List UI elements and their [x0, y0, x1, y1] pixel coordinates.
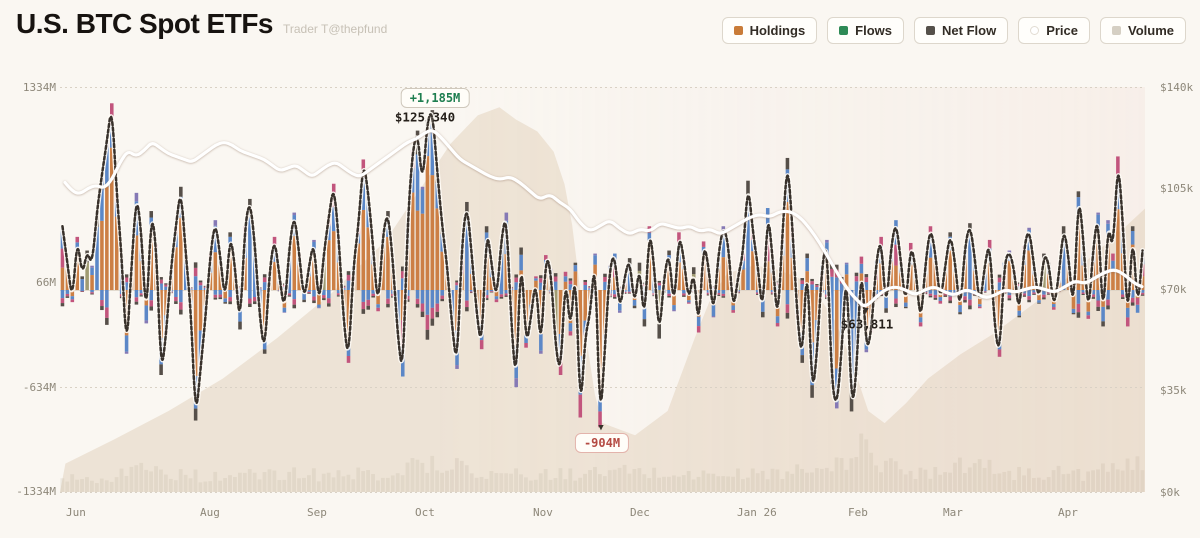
right-label: $140k: [1160, 81, 1194, 94]
netflow-min-marker-icon: ▼: [598, 423, 604, 433]
month-label: Feb: [848, 506, 868, 519]
month-label: Jan 26: [737, 506, 777, 519]
left-label: -634M: [22, 381, 56, 394]
right-label: $35k: [1160, 384, 1187, 397]
month-label: Mar: [943, 506, 963, 519]
price-max-annotation: $125,340: [394, 109, 456, 125]
month-label: Apr: [1058, 506, 1078, 519]
right-label: $105k: [1160, 182, 1194, 195]
price-min-marker-icon: ▼: [863, 306, 869, 316]
left-label: 66M: [36, 276, 56, 289]
left-label: -1334M: [16, 485, 56, 498]
month-label: Aug: [200, 506, 220, 519]
netflow-max-annotation: +1,185M: [400, 88, 470, 108]
right-label: $0k: [1160, 486, 1180, 499]
right-label: $70k: [1160, 283, 1187, 296]
left-label: 1334M: [22, 81, 56, 94]
month-label: Dec: [630, 506, 650, 519]
month-label: Sep: [307, 506, 327, 519]
month-label: Nov: [533, 506, 553, 519]
month-label: Oct: [415, 506, 435, 519]
month-label: Jun: [66, 506, 86, 519]
netflow-min-annotation: -904M: [574, 433, 630, 453]
price-min-annotation: $63,811: [840, 316, 894, 332]
